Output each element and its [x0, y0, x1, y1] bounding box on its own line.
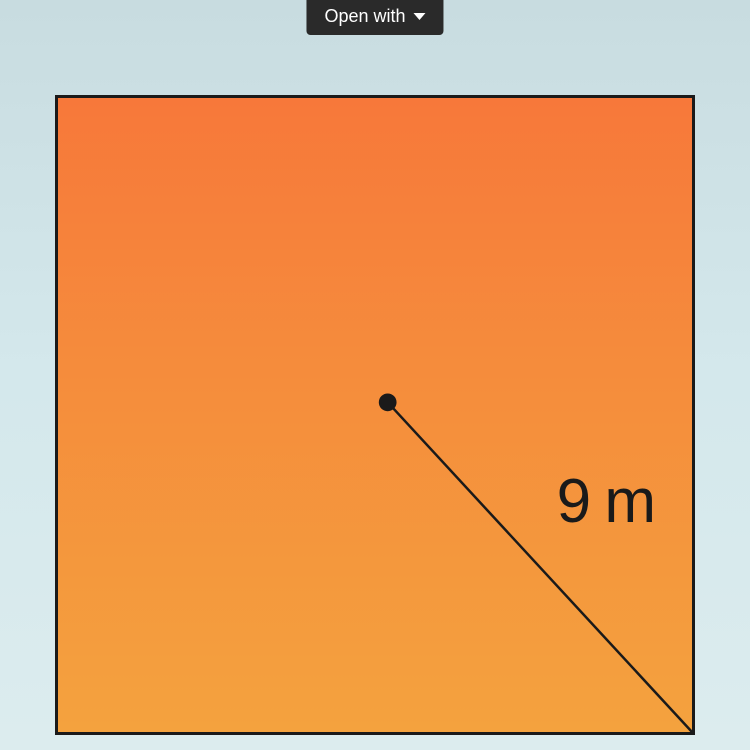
center-point	[379, 393, 397, 411]
chevron-down-icon	[414, 13, 426, 20]
open-with-dropdown[interactable]: Open with	[306, 0, 443, 35]
diagonal-line	[388, 402, 692, 732]
diagram-overlay	[58, 98, 692, 732]
geometry-diagram: 9 m	[55, 95, 695, 735]
open-with-label: Open with	[324, 6, 405, 27]
measurement-label: 9 m	[557, 466, 654, 537]
square-shape: 9 m	[55, 95, 695, 735]
